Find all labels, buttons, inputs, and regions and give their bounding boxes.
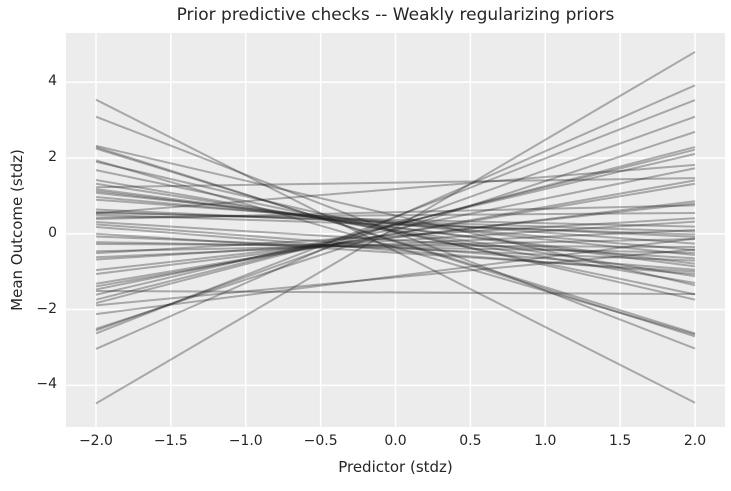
prior-predictive-line	[95, 167, 696, 291]
prior-predictive-line	[95, 225, 696, 275]
prior-predictive-line	[95, 235, 696, 262]
x-tick-label: −1.0	[228, 433, 263, 449]
prior-predictive-line	[95, 84, 696, 350]
x-tick-label: 1.5	[609, 433, 632, 449]
prior-predictive-line	[95, 232, 696, 273]
prior-predictive-line	[95, 248, 696, 307]
prior-predictive-line	[95, 217, 696, 255]
prior-predictive-line	[95, 144, 696, 287]
y-tick-label: 4	[48, 73, 57, 90]
prior-predictive-line	[95, 223, 696, 271]
prior-predictive-line	[95, 208, 696, 238]
prior-predictive-line	[95, 169, 696, 296]
prior-predictive-line	[95, 182, 696, 278]
prior-predictive-line	[95, 220, 696, 261]
x-tick-label: −1.5	[153, 433, 188, 449]
prior-predictive-line	[95, 289, 696, 296]
prior-predictive-line	[95, 146, 696, 305]
prior-predictive-line	[95, 146, 696, 338]
prior-predictive-line	[95, 221, 696, 260]
y-axis-label: Mean Outcome (stdz)	[8, 149, 26, 311]
prior-predictive-line	[95, 211, 696, 228]
prior-predictive-line	[95, 130, 696, 330]
prior-predictive-line	[95, 159, 696, 336]
prior-predictive-line	[95, 237, 696, 316]
prior-predictive-line	[95, 160, 696, 301]
x-tick-label: 0.5	[459, 433, 482, 449]
prior-predictive-line	[95, 189, 696, 265]
prior-predictive-line	[95, 241, 696, 254]
x-tick-label: 1.0	[534, 433, 557, 449]
prior-predictive-line	[95, 213, 696, 236]
prior-predictive-line	[95, 148, 696, 301]
prior-predictive-line	[95, 177, 696, 189]
y-tick-label: −4	[36, 376, 57, 393]
prior-predictive-line	[95, 229, 696, 259]
prior-predictive-line	[95, 179, 696, 285]
prior-predictive-line	[95, 115, 696, 350]
prior-predictive-line	[95, 115, 696, 332]
prior-predictive-line	[95, 51, 696, 405]
x-tick-label: 2.0	[683, 433, 707, 449]
x-tick-label: −2.0	[78, 433, 113, 449]
prior-predictive-line	[95, 196, 696, 252]
chart-title: Prior predictive checks -- Weakly regula…	[176, 5, 615, 25]
prior-predictive-line	[95, 243, 696, 249]
prior-predictive-line	[95, 210, 696, 233]
prior-predictive-line	[95, 191, 696, 256]
prior-predictive-line	[95, 98, 696, 404]
prior-predictive-line	[95, 147, 696, 335]
y-tick-label: −2	[36, 300, 57, 317]
prior-predictive-line	[95, 198, 696, 245]
x-tick-label: −0.5	[303, 433, 338, 449]
prior-predictive-line	[95, 188, 696, 268]
x-tick-label: 0.0	[384, 433, 407, 449]
plot-area	[66, 33, 725, 427]
prior-predictive-line	[95, 202, 696, 272]
x-axis-label: Predictor (stdz)	[338, 458, 453, 476]
prior-predictive-line	[95, 200, 696, 275]
prior-predictive-line	[95, 152, 696, 296]
y-tick-label: 2	[48, 149, 57, 166]
prior-predictive-line	[95, 211, 696, 219]
prior-predictive-line	[95, 163, 696, 215]
prior-predictive-line	[95, 182, 696, 285]
prior-predictive-line	[95, 99, 696, 335]
prior-predictive-line	[95, 204, 696, 221]
prior-predictive-line	[95, 179, 696, 288]
prior-predictive-line	[95, 238, 696, 253]
y-tick-label: 0	[48, 224, 57, 241]
